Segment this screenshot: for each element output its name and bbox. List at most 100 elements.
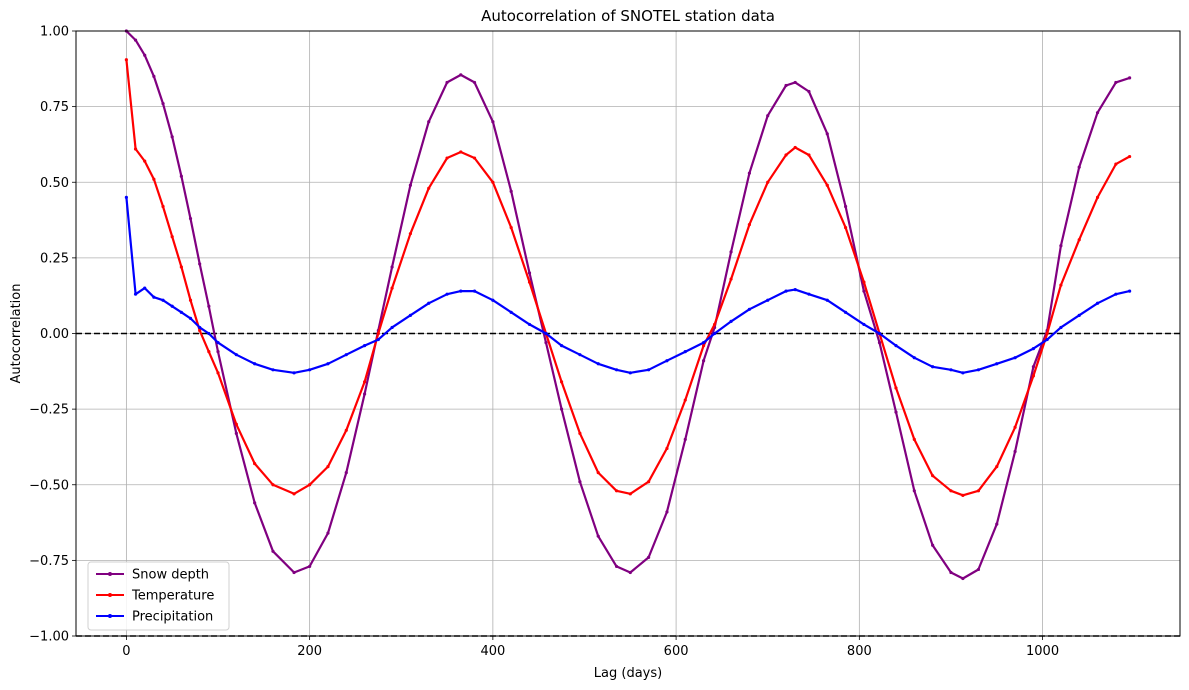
data-point [509, 310, 513, 314]
data-point [729, 277, 733, 281]
data-point [747, 171, 751, 175]
data-point [961, 493, 965, 497]
data-point [207, 304, 211, 308]
data-point [1077, 165, 1081, 169]
data-point [877, 340, 882, 345]
data-point [472, 80, 477, 85]
data-point [877, 331, 882, 336]
data-point [459, 73, 463, 77]
data-point [862, 289, 866, 293]
data-point [843, 204, 848, 209]
data-point [509, 226, 513, 230]
data-point [628, 570, 632, 575]
data-point [271, 549, 275, 553]
data-point [234, 422, 238, 426]
data-point [198, 328, 202, 333]
data-point [445, 292, 449, 296]
data-point [1013, 356, 1017, 360]
data-point [143, 159, 147, 163]
data-point [1114, 292, 1118, 296]
data-point [766, 180, 770, 184]
data-point [1095, 111, 1100, 115]
data-point [234, 431, 238, 435]
data-point [1114, 162, 1118, 166]
data-point [931, 543, 935, 547]
data-point [559, 380, 564, 384]
data-point [949, 489, 953, 493]
data-point [712, 331, 717, 336]
data-point [308, 483, 312, 487]
y-tick-label: 0.25 [40, 251, 69, 266]
x-axis-label: Lag (days) [594, 666, 662, 681]
y-tick-label: 1.00 [40, 25, 69, 40]
data-point [912, 489, 916, 493]
data-point [825, 298, 829, 302]
data-point [179, 310, 183, 314]
data-point [408, 313, 413, 317]
data-point [344, 471, 348, 475]
data-point [931, 474, 935, 478]
data-point [1128, 289, 1132, 293]
data-point [472, 289, 477, 293]
data-point [1077, 238, 1081, 242]
data-point [170, 304, 174, 308]
data-point [459, 150, 463, 154]
data-point [188, 216, 193, 221]
data-point [133, 292, 138, 296]
data-point [198, 325, 202, 330]
data-point [445, 156, 449, 160]
data-point [170, 235, 174, 239]
data-point [234, 353, 238, 357]
data-point [747, 307, 751, 311]
data-point [179, 174, 183, 178]
data-point [729, 250, 733, 254]
legend-label: Snow depth [132, 568, 209, 583]
data-point [701, 359, 706, 363]
data-point [188, 316, 193, 320]
legend-item: Temperature [96, 589, 214, 604]
data-point [544, 331, 548, 336]
data-point [1059, 283, 1063, 287]
data-point [807, 153, 811, 157]
data-point [1031, 347, 1036, 351]
legend-label: Temperature [131, 589, 214, 604]
data-point [683, 437, 687, 441]
data-point [766, 298, 770, 302]
data-point [559, 407, 564, 411]
data-point [527, 280, 532, 284]
data-point [427, 186, 431, 190]
data-point [628, 371, 632, 375]
data-point [253, 501, 257, 505]
data-point [143, 286, 147, 290]
legend-label: Precipitation [132, 610, 213, 625]
data-point [527, 271, 532, 275]
legend-item: Precipitation [96, 610, 213, 625]
data-point [701, 344, 706, 348]
data-point [427, 120, 431, 124]
series-line [125, 30, 1130, 580]
data-point [308, 368, 312, 372]
data-point [179, 265, 183, 269]
series-precipitation [124, 195, 1132, 375]
data-point [527, 322, 532, 327]
y-tick-label: −1.00 [29, 630, 69, 645]
data-point [614, 564, 619, 569]
data-point [784, 83, 788, 88]
data-point [161, 204, 165, 209]
legend: Snow depth Temperature Precipitation [87, 561, 230, 631]
data-point [445, 80, 449, 85]
legend-marker [108, 614, 112, 618]
y-tick-label: 0.50 [40, 176, 69, 191]
data-point [376, 337, 380, 342]
data-point [390, 265, 394, 269]
data-point [894, 410, 898, 414]
data-point [207, 331, 211, 336]
data-point [894, 386, 898, 390]
series-line [125, 197, 1130, 374]
data-point [843, 226, 848, 230]
data-point [949, 368, 953, 372]
series-snow-depth [124, 29, 1132, 581]
data-point [862, 280, 866, 284]
data-point [509, 189, 513, 193]
data-point [784, 289, 788, 293]
